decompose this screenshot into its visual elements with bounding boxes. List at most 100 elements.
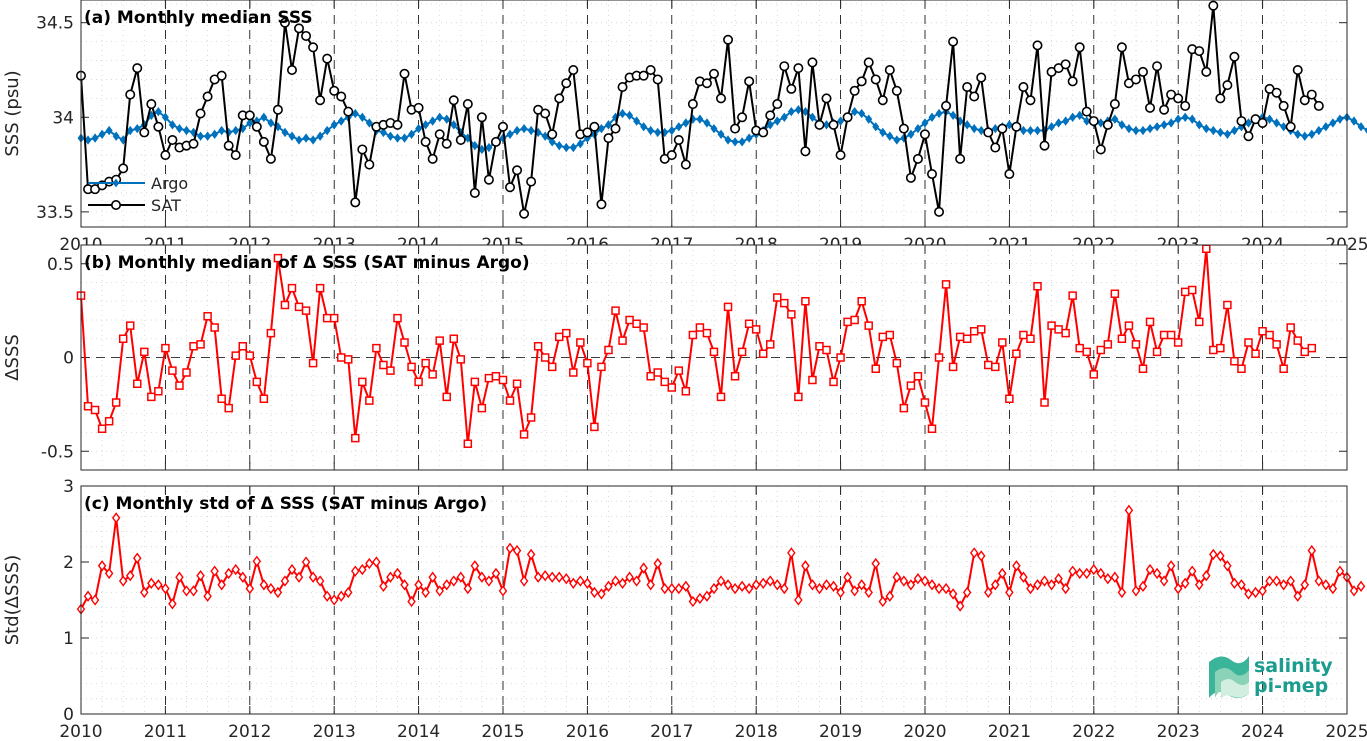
data-point-argo <box>506 129 514 139</box>
data-point-std <box>1209 548 1218 561</box>
data-point-argo <box>872 122 880 132</box>
y-tick-label: -0.5 <box>41 442 74 462</box>
data-point-std <box>470 560 480 572</box>
data-point-delta <box>660 377 669 387</box>
data-point-std <box>175 571 184 583</box>
data-point-sat <box>617 82 628 93</box>
data-point-std <box>1230 577 1239 589</box>
data-point-delta <box>955 332 965 342</box>
x-tick-label: 2024 <box>1241 722 1284 741</box>
data-point-argo <box>1336 114 1344 124</box>
data-point-sat <box>744 76 755 87</box>
data-point-sat <box>687 99 698 110</box>
data-point-std <box>1356 580 1366 592</box>
x-tick-label: 2025 <box>1325 722 1367 741</box>
data-point-std <box>224 567 233 580</box>
data-point-sat <box>153 121 164 132</box>
data-point-std <box>1187 565 1197 577</box>
data-point-argo <box>640 122 648 132</box>
data-point-argo <box>773 116 781 126</box>
data-point-std <box>801 560 810 572</box>
data-point-sat <box>1292 64 1303 75</box>
data-point-delta <box>414 377 423 387</box>
data-point-delta <box>147 392 156 402</box>
data-point-delta <box>1040 398 1049 407</box>
data-point-sat <box>673 134 684 145</box>
data-point-sat <box>1201 66 1212 77</box>
data-point-sat <box>272 104 283 115</box>
data-point-std <box>125 570 135 582</box>
data-point-delta <box>1202 244 1211 253</box>
data-point-delta <box>273 253 283 263</box>
data-point-delta <box>1293 336 1302 345</box>
data-point-delta <box>941 280 951 289</box>
data-point-sat <box>125 89 136 100</box>
data-point-argo <box>569 142 577 153</box>
data-point-std <box>906 579 916 591</box>
series-sat <box>76 0 1324 219</box>
data-point-delta <box>576 338 585 347</box>
data-point-argo <box>1062 116 1070 126</box>
data-point-std <box>414 579 423 591</box>
data-point-delta <box>836 353 845 362</box>
data-point-delta <box>562 328 571 338</box>
data-point-delta <box>189 342 198 351</box>
data-point-std <box>1307 544 1317 557</box>
data-point-std <box>730 582 740 595</box>
data-point-std <box>1195 579 1204 591</box>
data-point-argo <box>471 140 479 151</box>
data-point-std <box>1180 577 1190 589</box>
data-point-sat <box>1081 106 1092 117</box>
data-point-delta <box>843 317 852 327</box>
data-point-delta <box>639 323 648 332</box>
data-point-std <box>857 579 866 591</box>
data-point-delta <box>871 364 880 373</box>
data-point-sat <box>821 93 832 104</box>
legend-argo-marker <box>112 178 120 188</box>
data-point-std <box>259 579 269 591</box>
data-point-delta <box>899 403 909 413</box>
data-point-std <box>456 571 466 583</box>
data-point-argo <box>696 114 704 124</box>
data-point-delta <box>512 379 522 388</box>
x-tick-label: 2018 <box>735 722 778 741</box>
data-point-delta <box>259 394 269 403</box>
data-point-sat <box>286 64 297 75</box>
data-point-delta <box>203 312 212 321</box>
data-point-delta <box>351 433 360 443</box>
data-point-sat <box>427 153 438 164</box>
data-point-delta <box>1019 330 1028 340</box>
data-point-delta <box>301 306 311 315</box>
data-point-sat <box>258 136 269 147</box>
data-point-argo <box>365 118 373 128</box>
data-point-delta <box>1005 394 1014 403</box>
y-tick-label: 2 <box>63 553 74 573</box>
data-point-std <box>1005 586 1014 599</box>
data-point-std <box>90 594 100 606</box>
data-point-delta <box>1145 317 1155 327</box>
data-point-argo <box>1329 118 1337 128</box>
data-point-sat <box>1229 51 1240 62</box>
data-point-delta <box>1265 330 1274 340</box>
data-point-sat <box>1137 66 1148 77</box>
y-tick-label: 0.5 <box>47 255 74 275</box>
data-point-std <box>1223 560 1232 572</box>
data-point-std <box>758 577 768 589</box>
panel-title: (a) Monthly median SSS <box>84 8 313 28</box>
data-point-std <box>442 579 451 591</box>
y-axis-label: Std(ΔSSS) <box>2 555 23 646</box>
data-point-argo <box>668 125 676 136</box>
data-point-argo <box>1230 125 1238 136</box>
data-point-sat <box>420 136 431 147</box>
data-point-std <box>723 579 733 591</box>
data-point-argo <box>893 135 901 145</box>
data-point-std <box>1131 585 1141 597</box>
data-point-argo <box>1033 125 1041 136</box>
data-point-delta <box>829 377 838 387</box>
data-point-std <box>1103 573 1113 585</box>
data-point-sat <box>455 134 466 145</box>
data-point-std <box>590 586 599 599</box>
data-point-sat <box>167 134 178 145</box>
data-point-argo <box>1083 116 1091 126</box>
